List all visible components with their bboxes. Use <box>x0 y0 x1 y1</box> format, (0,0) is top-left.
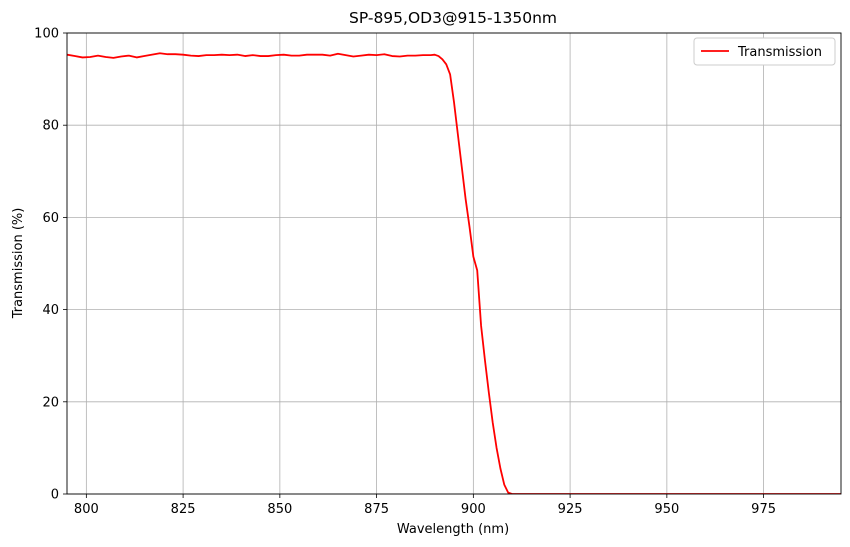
y-tick-label: 40 <box>42 303 59 318</box>
x-tick-label: 800 <box>74 502 99 517</box>
axis-ticks: 800 825 850 875 900 925 950 975 0 20 40 60 80 100 <box>34 27 776 518</box>
x-axis-title: Wavelength (nm) <box>397 522 509 537</box>
series-layer <box>67 52 841 494</box>
series-line-transmission <box>67 52 841 494</box>
plot-area-frame <box>66 32 842 495</box>
y-tick-label: 0 <box>51 488 59 503</box>
y-tick-label: 80 <box>42 119 59 134</box>
chart-title: SP-895,OD3@915-1350nm <box>349 9 557 27</box>
x-tick-label: 925 <box>558 502 583 517</box>
y-axis-title: Transmission (%) <box>11 208 26 320</box>
x-tick-label: 900 <box>461 502 486 517</box>
x-tick-label: 950 <box>654 502 679 517</box>
legend-box <box>693 37 836 66</box>
y-tick-label: 100 <box>34 27 59 42</box>
legend-label-transmission: Transmission <box>737 45 822 60</box>
x-tick-label: 825 <box>171 502 196 517</box>
x-tick-label: 850 <box>267 502 292 517</box>
y-tick-label: 60 <box>42 211 59 226</box>
x-tick-label: 975 <box>751 502 776 517</box>
x-tick-label: 875 <box>364 502 389 517</box>
legend: Transmission <box>693 37 836 66</box>
y-tick-label: 20 <box>42 395 59 410</box>
